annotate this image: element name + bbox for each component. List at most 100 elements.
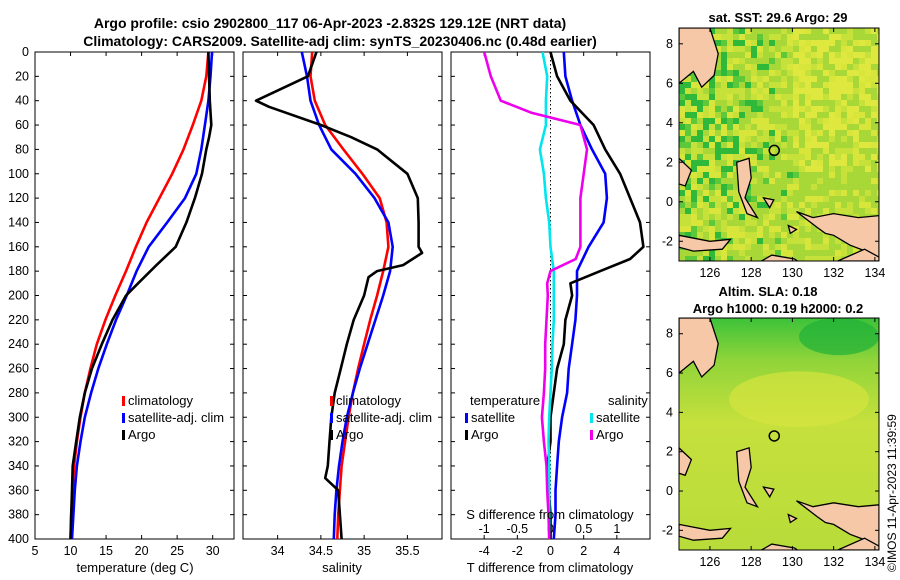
field-cell [751,160,757,166]
field-cell [847,88,853,94]
sst-map-title: sat. SST: 29.6 Argo: 29 [709,10,848,25]
field-cell [799,106,805,112]
field-cell [829,148,835,154]
field-cell [721,64,727,70]
field-cell [679,250,685,256]
field-cell [847,166,853,172]
field-cell [823,184,829,190]
field-cell [709,196,715,202]
field-cell [841,250,847,256]
field-cell [721,160,727,166]
field-cell [841,136,847,142]
field-cell [691,190,697,196]
field-cell [841,112,847,118]
field-cell [739,214,745,220]
field-cell [787,178,793,184]
field-cell [769,52,775,58]
series-line-s-satellite [538,52,556,539]
field-cell [781,226,787,232]
y-tick-label: 6 [666,366,673,380]
field-cell [745,226,751,232]
field-cell [769,46,775,52]
field-cell [799,52,805,58]
field-cell [793,76,799,82]
field-cell [835,82,841,88]
field-cell [757,76,763,82]
field-cell [871,154,877,160]
field-cell [835,244,841,250]
field-cell [733,214,739,220]
field-cell [859,160,865,166]
field-cell [757,244,763,250]
field-cell [703,208,709,214]
field-cell [793,88,799,94]
field-cell [799,160,805,166]
field-cell [715,232,721,238]
field-cell [733,94,739,100]
field-cell [799,256,805,261]
field-cell [811,82,817,88]
field-cell [817,208,823,214]
field-cell [769,124,775,130]
field-cell [793,220,799,226]
field-cell [703,160,709,166]
field-cell [853,82,859,88]
field-cell [877,118,879,124]
field-cell [751,94,757,100]
field-cell [751,202,757,208]
field-cell [847,106,853,112]
field-cell [775,172,781,178]
field-cell [727,34,733,40]
field-cell [697,214,703,220]
field-cell [727,232,733,238]
field-cell [721,250,727,256]
field-cell [685,214,691,220]
field-cell [859,58,865,64]
field-cell [733,82,739,88]
field-cell [763,28,769,34]
legend-label-argo: Argo [128,427,155,442]
field-cell [853,208,859,214]
field-cell [865,118,871,124]
field-cell [715,136,721,142]
field-cell [787,124,793,130]
field-cell [829,106,835,112]
field-cell [853,190,859,196]
field-cell [727,178,733,184]
field-cell [793,232,799,238]
field-cell [823,46,829,52]
field-cell [787,106,793,112]
field-cell [841,88,847,94]
sst-map-panel: 126 128 130 132 134 -2 0 2 4 6 8 [662,27,885,280]
field-cell [793,166,799,172]
field-cell [775,166,781,172]
field-cell [829,154,835,160]
field-cell [775,52,781,58]
field-cell [799,34,805,40]
field-cell [739,256,745,261]
field-cell [817,190,823,196]
field-cell [865,178,871,184]
field-cell [877,106,879,112]
field-cell [811,166,817,172]
field-cell [763,64,769,70]
series-line-s-argo [482,52,589,539]
field-cell [865,112,871,118]
field-cell [757,214,763,220]
field-cell [709,76,715,82]
field-cell [859,118,865,124]
field-cell [727,58,733,64]
field-cell [781,52,787,58]
field-cell [877,112,879,118]
field-cell [847,46,853,52]
field-cell [733,58,739,64]
field-cell [823,172,829,178]
field-cell [781,28,787,34]
field-cell [697,142,703,148]
field-cell [757,52,763,58]
field-cell [787,100,793,106]
field-cell [829,124,835,130]
field-cell [691,256,697,261]
field-cell [787,202,793,208]
field-cell [877,34,879,40]
